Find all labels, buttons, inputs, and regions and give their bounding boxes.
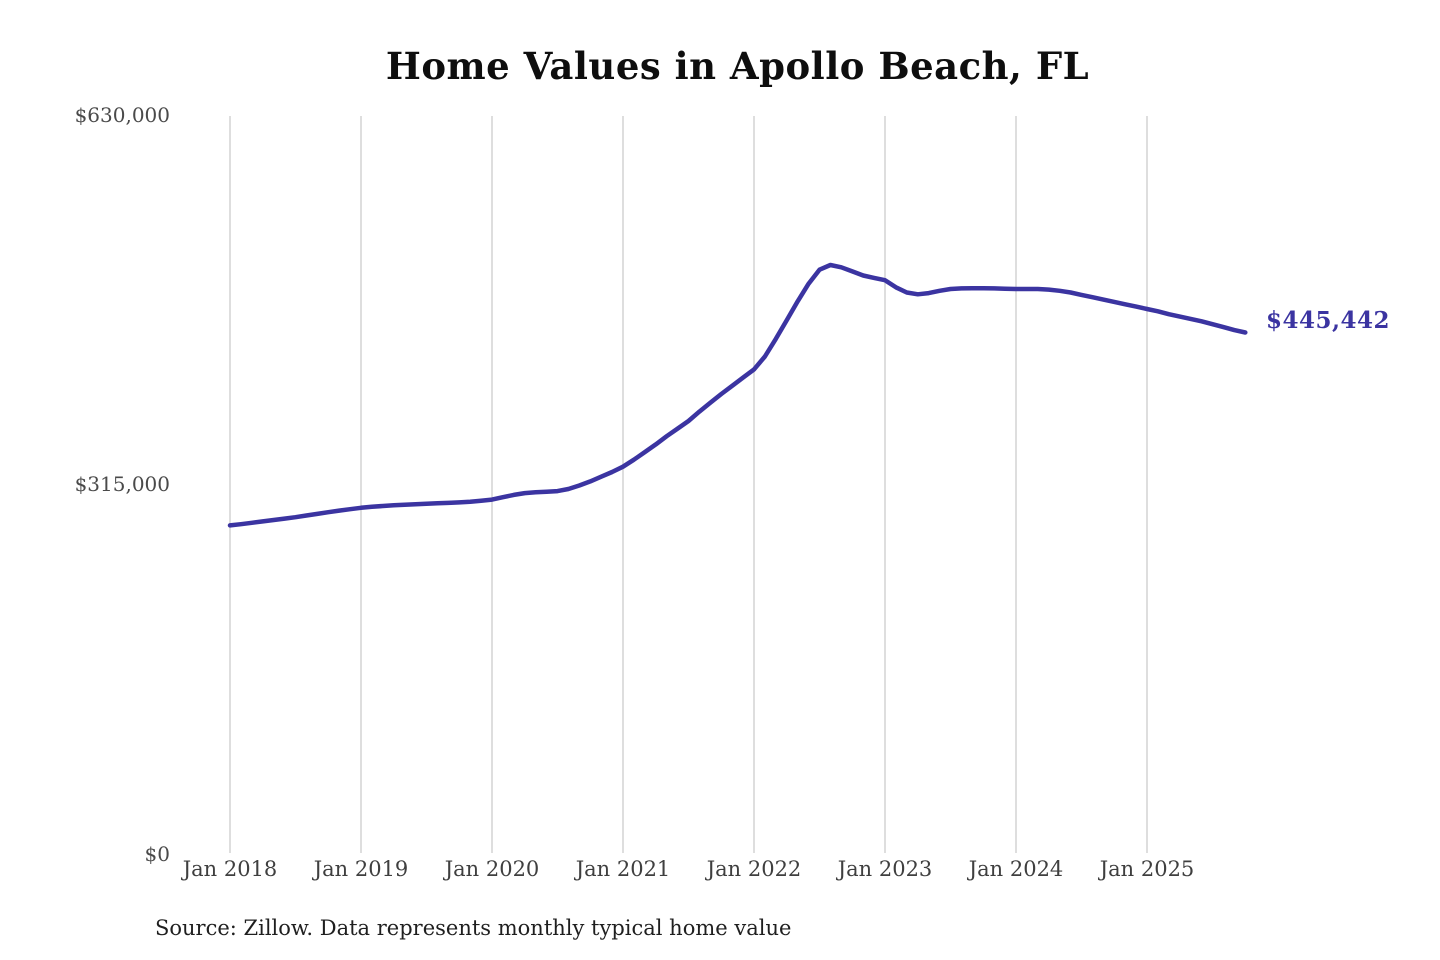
y-axis-tick-0: $0 <box>144 842 170 866</box>
source-attribution: Source: Zillow. Data represents monthly … <box>155 916 792 940</box>
vertical-gridlines <box>229 116 1148 853</box>
x-axis-tick-jan-2022: Jan 2022 <box>706 857 802 881</box>
y-axis-tick-315000: $315,000 <box>74 472 170 496</box>
x-axis-tick-jan-2020: Jan 2020 <box>444 857 540 881</box>
latest-value-annotation: $445,442 <box>1266 307 1391 334</box>
x-axis-tick-jan-2024: Jan 2024 <box>968 857 1064 881</box>
home-value-line-series <box>227 262 1248 528</box>
x-axis-tick-jan-2023: Jan 2023 <box>837 857 933 881</box>
x-axis-tick-jan-2018: Jan 2018 <box>182 857 278 881</box>
y-axis-tick-630000: $630,000 <box>74 103 170 127</box>
x-axis-tick-jan-2019: Jan 2019 <box>313 857 409 881</box>
x-axis-tick-jan-2021: Jan 2021 <box>575 857 671 881</box>
chart-title: Home Values in Apollo Beach, FL <box>385 44 1090 88</box>
x-axis-tick-jan-2025: Jan 2025 <box>1099 857 1195 881</box>
